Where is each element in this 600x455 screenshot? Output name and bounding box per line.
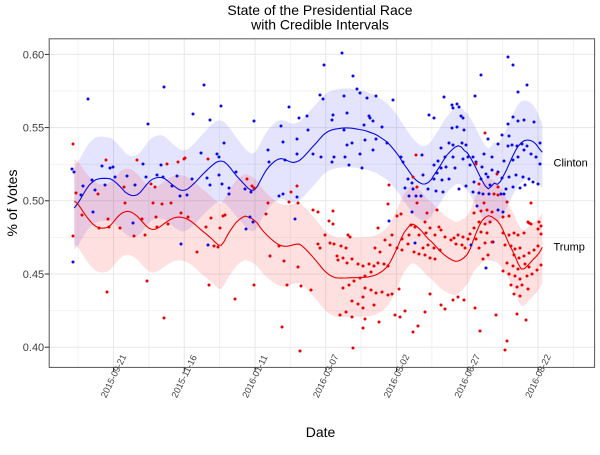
svg-text:Clinton: Clinton [554, 158, 588, 170]
svg-text:0.55: 0.55 [23, 123, 44, 135]
svg-text:0.50: 0.50 [23, 196, 44, 208]
svg-text:0.45: 0.45 [23, 269, 44, 281]
svg-text:% of Votes: % of Votes [4, 170, 20, 237]
svg-text:Trump: Trump [554, 241, 585, 253]
svg-text:0.40: 0.40 [23, 342, 44, 354]
svg-text:State of the Presidential Race: State of the Presidential Race [227, 2, 412, 18]
svg-text:Date: Date [306, 424, 336, 440]
svg-text:with Credible Intervals: with Credible Intervals [250, 17, 389, 33]
svg-text:0.60: 0.60 [23, 49, 44, 61]
